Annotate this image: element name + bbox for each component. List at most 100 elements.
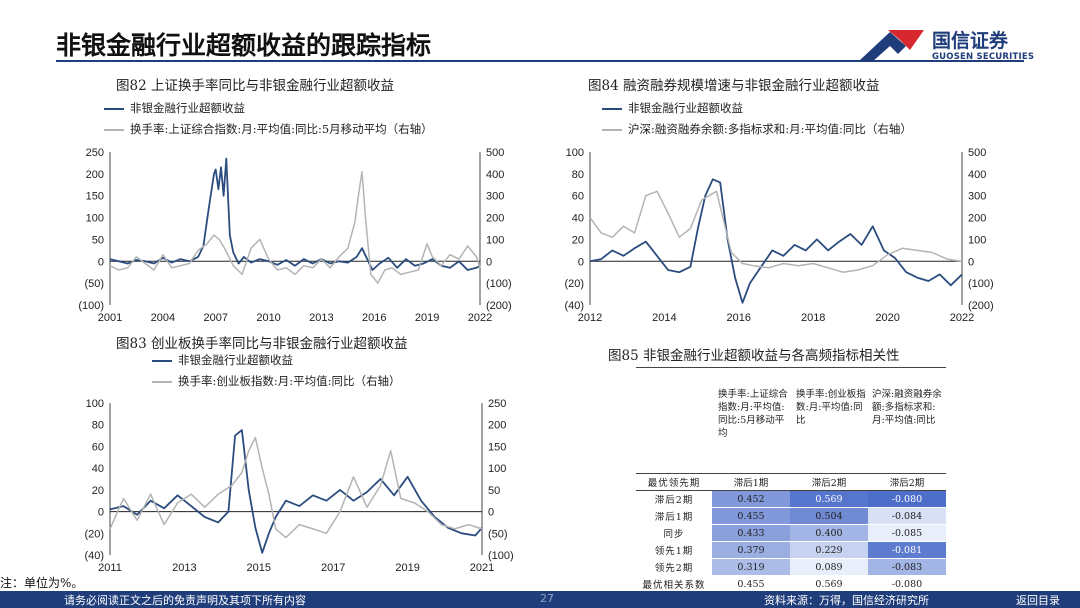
correlation-table: 最优领先期 滞后1期 滞后2期 滞后2期 滞后2期 0.452 0.569 -0…	[636, 473, 946, 593]
x-tick-label: 2004	[151, 312, 175, 324]
legend-item: 非银金融行业超额收益	[602, 98, 912, 119]
y-left-tick-label: (50)	[84, 278, 104, 290]
table-cell: 0.433	[712, 524, 790, 542]
table-cell: 0.569	[790, 575, 868, 593]
y-right-tick-label: (50)	[488, 528, 508, 540]
y-right-tick-label: (200)	[968, 300, 994, 312]
table-header-cell: 滞后2期	[790, 473, 868, 491]
chart-fig83: 100806040200(20)(40)250200150100500(50)(…	[84, 398, 514, 574]
x-tick-label: 2019	[415, 312, 439, 324]
table-footer-row: 最优相关系数 0.455 0.569 -0.080	[636, 575, 946, 593]
table-top-rule	[636, 367, 946, 368]
table-cell: -0.080	[868, 490, 946, 508]
table-row: 领先2期 0.319 0.089 -0.083	[636, 558, 946, 576]
table-row: 领先1期 0.379 0.229 -0.081	[636, 541, 946, 559]
logo-text-en: GUOSEN SECURITIES	[932, 52, 1035, 62]
x-tick-label: 2007	[203, 312, 227, 324]
y-left-tick-label: 40	[92, 463, 104, 475]
column-header: 换手率:上证综合指数:月:平均值:同比:5月移动平均	[718, 389, 788, 439]
row-label: 最优相关系数	[636, 575, 712, 593]
logo-text-cn: 国信证券	[932, 30, 1009, 52]
back-to-contents-link[interactable]: 返回目录	[1016, 594, 1060, 607]
unit-note: 注：单位为%。	[0, 576, 84, 590]
y-right-tick-label: 200	[486, 213, 504, 225]
y-right-tick-label: 100	[486, 234, 504, 246]
y-left-tick-label: 100	[566, 147, 584, 159]
y-right-tick-label: 300	[968, 191, 986, 203]
legend-label: 沪深:融资融券余额:多指标求和:月:平均值:同比（右轴）	[628, 122, 912, 136]
y-right-tick-label: 400	[968, 169, 986, 181]
legend-item: 非银金融行业超额收益	[152, 350, 401, 371]
x-tick-label: 2020	[875, 312, 899, 324]
y-right-tick-label: 300	[486, 191, 504, 203]
y-left-tick-label: (20)	[84, 528, 104, 540]
series-line-light	[109, 436, 483, 539]
legend-fig84: 非银金融行业超额收益 沪深:融资融券余额:多指标求和:月:平均值:同比（右轴）	[602, 98, 912, 140]
chart-fig84: 100806040200(20)(40)5004003002001000(100…	[564, 147, 994, 324]
series-line-dark	[109, 157, 481, 271]
y-left-tick-label: 0	[98, 256, 104, 268]
x-tick-label: 2010	[256, 312, 280, 324]
chart-title-fig83: 图83 创业板换手率同比与非银金融行业超额收益	[116, 336, 408, 352]
y-right-tick-label: 0	[488, 507, 494, 519]
table-cell: -0.085	[868, 524, 946, 542]
y-right-tick-label: (100)	[488, 550, 514, 562]
disclaimer-text: 请务必阅读正文之后的免责声明及其项下所有内容	[64, 594, 306, 607]
table-cell: -0.084	[868, 507, 946, 525]
title-divider	[56, 60, 1024, 62]
x-tick-label: 2022	[468, 312, 492, 324]
y-left-tick-label: 50	[92, 234, 104, 246]
y-right-tick-label: 50	[488, 485, 500, 497]
table-header-cell: 滞后2期	[868, 473, 946, 491]
table-header-row: 最优领先期 滞后1期 滞后2期 滞后2期	[636, 473, 946, 491]
y-left-tick-label: 100	[86, 213, 104, 225]
y-right-tick-label: 400	[486, 169, 504, 181]
footer-bar: 请务必阅读正文之后的免责声明及其项下所有内容 27 资料来源：万得，国信经济研究…	[0, 591, 1080, 608]
row-label: 同步	[636, 524, 712, 542]
table-row: 同步 0.433 0.400 -0.085	[636, 524, 946, 542]
y-right-tick-label: 250	[488, 398, 506, 410]
y-left-tick-label: 80	[92, 420, 104, 432]
column-header: 沪深:融资融券余额:多指标求和:月:平均值:同比	[872, 389, 942, 426]
legend-label: 非银金融行业超额收益	[130, 101, 245, 115]
table-cell: 0.089	[790, 558, 868, 576]
y-right-tick-label: (100)	[486, 278, 512, 290]
legend-item: 换手率:创业板指数:月:平均值:同比（右轴）	[152, 371, 401, 392]
y-right-tick-label: (200)	[486, 300, 512, 312]
y-left-tick-label: 150	[86, 191, 104, 203]
x-tick-label: 2016	[362, 312, 386, 324]
table-cell: 0.319	[712, 558, 790, 576]
table-cell: -0.083	[868, 558, 946, 576]
y-left-tick-label: 20	[92, 485, 104, 497]
guosen-emblem-icon	[860, 30, 924, 62]
page-title: 非银金融行业超额收益的跟踪指标	[56, 31, 432, 60]
series-line-light	[589, 190, 963, 273]
table-cell: 0.569	[790, 490, 868, 508]
table-cell: -0.081	[868, 541, 946, 559]
y-left-tick-label: 0	[578, 256, 584, 268]
legend-item: 非银金融行业超额收益	[104, 98, 433, 119]
table-row: 滞后2期 0.452 0.569 -0.080	[636, 490, 946, 508]
y-right-tick-label: 100	[968, 234, 986, 246]
y-left-tick-label: 60	[572, 191, 584, 203]
x-tick-label: 2015	[247, 562, 271, 574]
x-tick-label: 2017	[321, 562, 345, 574]
table-cell: 0.400	[790, 524, 868, 542]
x-tick-label: 2013	[172, 562, 196, 574]
y-left-tick-label: 250	[86, 147, 104, 159]
table-row: 滞后1期 0.455 0.504 -0.084	[636, 507, 946, 525]
y-left-tick-label: (100)	[78, 300, 104, 312]
y-right-tick-label: 0	[968, 256, 974, 268]
x-tick-label: 2011	[98, 562, 122, 574]
y-left-tick-label: 0	[98, 507, 104, 519]
y-right-tick-label: 0	[486, 256, 492, 268]
y-left-tick-label: 200	[86, 169, 104, 181]
y-right-tick-label: 100	[488, 463, 506, 475]
source-text: 资料来源：万得，国信经济研究所	[764, 594, 929, 607]
table-cell: 0.504	[790, 507, 868, 525]
legend-label: 换手率:创业板指数:月:平均值:同比（右轴）	[178, 374, 401, 388]
row-label: 滞后1期	[636, 507, 712, 525]
y-right-tick-label: 500	[968, 147, 986, 159]
table-header-cell: 滞后1期	[712, 473, 790, 491]
legend-label: 非银金融行业超额收益	[628, 101, 743, 115]
